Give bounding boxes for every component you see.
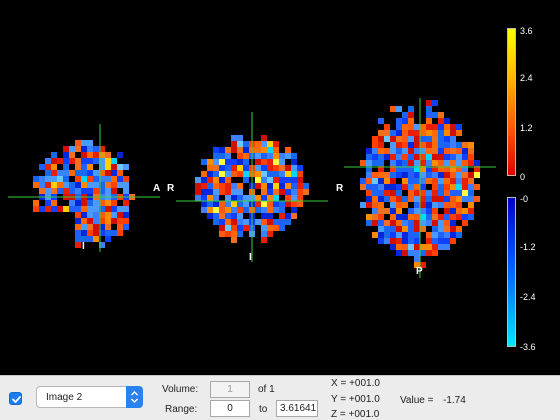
- axial-slice[interactable]: [360, 100, 480, 268]
- slice-viewer[interactable]: 3.6 2.4 1.2 0 -0 -1.2 -2.4 -3.6 A I R I R P: [0, 0, 560, 375]
- orientation-label: R: [167, 183, 175, 194]
- orientation-label: I: [82, 241, 85, 252]
- colorbar-tick-label: 0: [520, 172, 526, 182]
- range-label: Range:: [165, 404, 198, 415]
- voxel-value: -1.74: [443, 395, 466, 406]
- colorbar-tick-label: -0: [520, 194, 529, 204]
- updown-chevron-icon: [131, 391, 138, 403]
- orientation-label: R: [336, 183, 344, 194]
- control-bar: Image 2 Volume: 1 of 1 Range: 0 to 3.616…: [0, 375, 560, 420]
- checkmark-icon: [12, 396, 21, 403]
- volume-field[interactable]: 1: [210, 381, 250, 398]
- range-to-label: to: [259, 404, 268, 415]
- negative-colorbar: [507, 197, 516, 347]
- coronal-slice[interactable]: [195, 135, 309, 243]
- colorbar-tick-label: -1.2: [520, 242, 536, 252]
- colorbar-tick-label: 1.2: [520, 123, 533, 133]
- orientation-label: I: [249, 252, 252, 263]
- orientation-label: A: [153, 183, 161, 194]
- image-select-value: Image 2: [46, 392, 83, 403]
- sagittal-slice[interactable]: [33, 140, 135, 248]
- x-coordinate: X = +001.0: [331, 378, 380, 389]
- range-min-field[interactable]: 0: [210, 400, 250, 417]
- volume-count: of 1: [258, 384, 275, 395]
- y-coordinate: Y = +001.0: [331, 394, 380, 405]
- range-max-field[interactable]: 3.61641: [276, 400, 318, 417]
- select-stepper-button[interactable]: [126, 386, 143, 408]
- volume-label: Volume:: [162, 384, 199, 395]
- positive-colorbar: [507, 28, 516, 176]
- orientation-label: P: [416, 266, 423, 277]
- overlay-checkbox[interactable]: [9, 392, 22, 405]
- colorbar-tick-label: -3.6: [520, 342, 536, 352]
- colorbar-tick-label: -2.4: [520, 292, 536, 302]
- value-label: Value =: [400, 395, 434, 406]
- image-select[interactable]: Image 2: [36, 386, 143, 408]
- z-coordinate: Z = +001.0: [331, 409, 380, 420]
- brain-slices[interactable]: [0, 0, 500, 375]
- colorbar-tick-label: 2.4: [520, 73, 533, 83]
- colorbar-tick-label: 3.6: [520, 26, 533, 36]
